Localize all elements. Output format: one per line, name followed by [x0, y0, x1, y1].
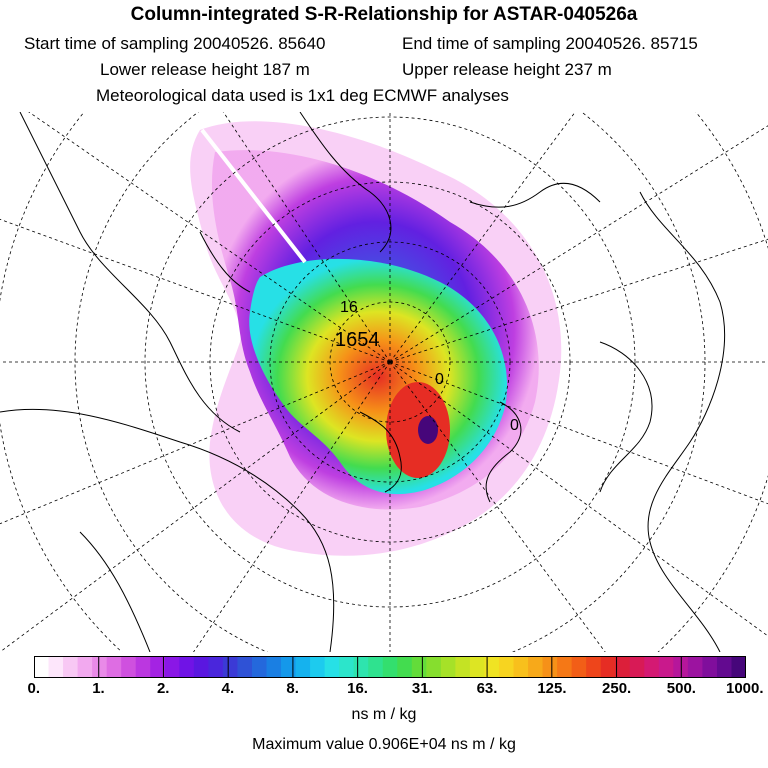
- color-swatch: [281, 656, 297, 678]
- scale-tick-label: 63.: [476, 680, 498, 697]
- scale-tick-label: 16.: [347, 680, 368, 697]
- color-swatch: [266, 656, 282, 678]
- color-swatch: [644, 656, 660, 678]
- color-swatch: [48, 656, 64, 678]
- color-swatch: [339, 656, 355, 678]
- release-label: 1654: [335, 329, 380, 351]
- color-swatch: [310, 656, 326, 678]
- color-swatch: [150, 656, 166, 678]
- scale-tick-label: 31.: [411, 680, 433, 697]
- color-swatch: [193, 656, 209, 678]
- release-label: 16: [340, 299, 358, 316]
- met-data-note: Meteorological data used is 1x1 deg ECMW…: [96, 86, 509, 105]
- color-swatch: [615, 656, 631, 678]
- scale-tick-label: 0.: [27, 680, 41, 697]
- color-swatch: [295, 656, 311, 678]
- color-swatch: [528, 656, 544, 678]
- scale-tick-label: 500.: [666, 680, 696, 697]
- color-swatch: [731, 656, 746, 678]
- color-swatch: [397, 656, 413, 678]
- meridians: [0, 112, 768, 652]
- color-swatch: [208, 656, 224, 678]
- plot-title: Column-integrated S-R-Relationship for A…: [130, 4, 638, 25]
- color-swatch: [455, 656, 471, 678]
- release-label: 0: [435, 371, 444, 388]
- color-swatch: [135, 656, 151, 678]
- color-swatch: [92, 656, 108, 678]
- color-swatch: [106, 656, 122, 678]
- scale-tick-label: 4.: [221, 680, 235, 697]
- color-swatch: [34, 656, 50, 678]
- color-swatch: [368, 656, 384, 678]
- color-swatch: [702, 656, 718, 678]
- color-swatch: [121, 656, 137, 678]
- scale-tick-label: 1.: [92, 680, 105, 697]
- color-swatch: [629, 656, 645, 678]
- color-swatch: [164, 656, 180, 678]
- color-swatch: [63, 656, 79, 678]
- color-swatch: [222, 656, 238, 678]
- scale-tick-label: 1000.: [726, 680, 764, 697]
- scale-tick-label: 250.: [602, 680, 632, 697]
- color-swatch: [687, 656, 703, 678]
- lower-release-height: Lower release height 187 m: [100, 60, 310, 79]
- start-time: Start time of sampling 20040526. 85640: [24, 34, 326, 53]
- polar-map: 1654 16 0 0: [0, 112, 768, 652]
- coastlines: [0, 112, 726, 652]
- color-swatch: [571, 656, 587, 678]
- scale-border: [34, 656, 746, 678]
- color-swatch: [498, 656, 515, 678]
- scale-tick-label: 2.: [156, 680, 170, 697]
- color-swatch: [557, 656, 573, 678]
- color-swatch: [251, 656, 267, 678]
- color-swatch: [426, 656, 442, 678]
- color-swatch: [353, 656, 369, 678]
- color-scale-bar: [34, 656, 746, 678]
- color-swatch: [658, 656, 674, 678]
- color-swatch: [237, 656, 253, 678]
- release-label: 0: [510, 417, 519, 434]
- color-swatch: [440, 656, 456, 678]
- upper-release-height: Upper release height 237 m: [402, 60, 612, 79]
- units-label: ns m / kg: [351, 706, 417, 723]
- color-swatch: [513, 656, 529, 678]
- color-swatch: [179, 656, 195, 678]
- plume-max: [418, 416, 438, 444]
- color-swatch: [484, 656, 500, 678]
- color-swatch: [411, 656, 427, 678]
- color-swatch: [77, 656, 93, 678]
- release-track: [200, 128, 307, 264]
- color-swatch: [586, 656, 602, 678]
- maximum-value: Maximum value 0.906E+04 ns m / kg: [252, 736, 516, 753]
- color-swatch: [324, 656, 340, 678]
- color-swatch: [600, 656, 616, 678]
- color-swatch: [469, 656, 485, 678]
- scale-tick-label: 8.: [286, 680, 299, 697]
- scale-tick-label: 125.: [537, 680, 567, 697]
- end-time: End time of sampling 20040526. 85715: [402, 34, 698, 53]
- color-swatch: [716, 656, 732, 678]
- color-swatch: [382, 656, 398, 678]
- color-swatch: [542, 656, 558, 678]
